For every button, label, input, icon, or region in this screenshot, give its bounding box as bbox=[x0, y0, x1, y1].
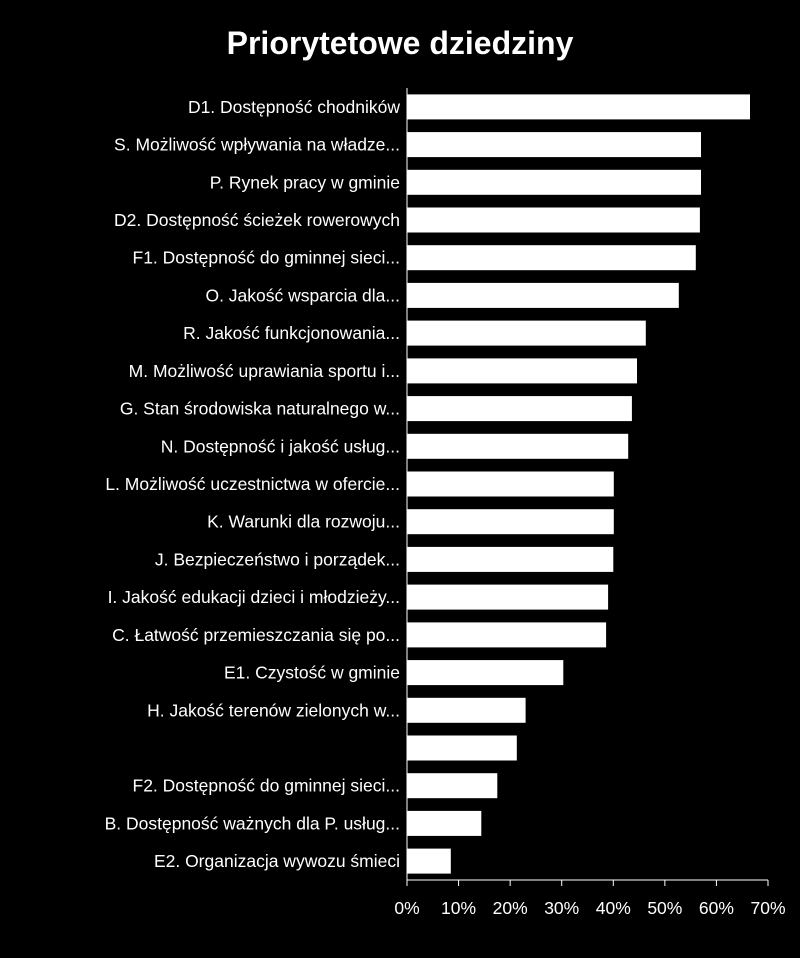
bar bbox=[407, 848, 451, 874]
x-tick-label: 50% bbox=[647, 898, 682, 918]
bars-layer bbox=[407, 94, 750, 874]
x-tick-label: 20% bbox=[493, 898, 528, 918]
bar bbox=[407, 622, 607, 648]
category-label: F2. Dostępność do gminnej sieci... bbox=[133, 776, 401, 796]
category-label: O. Jakość wsparcia dla... bbox=[205, 285, 400, 305]
x-tick-label: 10% bbox=[441, 898, 476, 918]
category-label: L. Możliwość uczestnictwa w ofercie... bbox=[105, 474, 400, 494]
x-tick-label: 60% bbox=[699, 898, 734, 918]
category-label: G. Stan środowiska naturalnego w... bbox=[120, 399, 400, 419]
category-label: B. Dostępność ważnych dla P. usług... bbox=[105, 813, 400, 833]
chart-title: Priorytetowe dziedziny bbox=[227, 25, 574, 61]
category-labels: D1. Dostępność chodników S. Możliwość wpł… bbox=[105, 97, 401, 871]
x-axis: 0% 10% 20% 30% 40% 50% 60% 70% bbox=[394, 88, 786, 918]
bar bbox=[407, 396, 632, 422]
bar bbox=[407, 94, 750, 120]
x-tick-label: 70% bbox=[750, 898, 785, 918]
category-label: S. Możliwość wpływania na władze... bbox=[114, 135, 400, 155]
category-label: M. Możliwość uprawiania sportu i... bbox=[129, 361, 400, 381]
bar bbox=[407, 282, 679, 308]
bar bbox=[407, 660, 564, 686]
bar bbox=[407, 735, 517, 761]
category-label: F1. Dostępność do gminnej sieci... bbox=[133, 248, 401, 268]
category-label: R. Jakość funkcjonowania... bbox=[183, 323, 400, 343]
category-label: K. Warunki dla rozwoju... bbox=[207, 512, 400, 532]
category-label: H. Jakość terenów zielonych w... bbox=[147, 700, 400, 720]
category-label: J. Bezpieczeństwo i porządek... bbox=[155, 549, 400, 569]
category-label: C. Łatwość przemieszczania się po... bbox=[112, 625, 400, 645]
bar bbox=[407, 509, 614, 535]
bar bbox=[407, 546, 614, 572]
category-label: N. Dostępność i jakość usług... bbox=[161, 436, 400, 456]
category-label: D1. Dostępność chodników bbox=[188, 97, 400, 117]
bar bbox=[407, 358, 637, 384]
x-tick-label: 0% bbox=[394, 898, 419, 918]
x-tick-label: 40% bbox=[596, 898, 631, 918]
category-label: E2. Organizacja wywozu śmieci bbox=[154, 851, 400, 871]
bar bbox=[407, 169, 701, 195]
category-label: E1. Czystość w gminie bbox=[224, 663, 400, 683]
bar bbox=[407, 320, 646, 346]
bar bbox=[407, 132, 701, 158]
category-label: D2. Dostępność ścieżek rowerowych bbox=[114, 210, 400, 230]
category-label: I. Jakość edukacji dzieci i młodzieży... bbox=[108, 587, 400, 607]
bar bbox=[407, 207, 700, 233]
bar bbox=[407, 433, 629, 459]
category-label: P. Rynek pracy w gminie bbox=[210, 172, 400, 192]
bar bbox=[407, 245, 696, 271]
bar bbox=[407, 697, 526, 723]
x-tick-label: 30% bbox=[544, 898, 579, 918]
bar bbox=[407, 773, 498, 799]
bar bbox=[407, 471, 614, 497]
bar bbox=[407, 584, 609, 610]
bar bbox=[407, 810, 482, 836]
